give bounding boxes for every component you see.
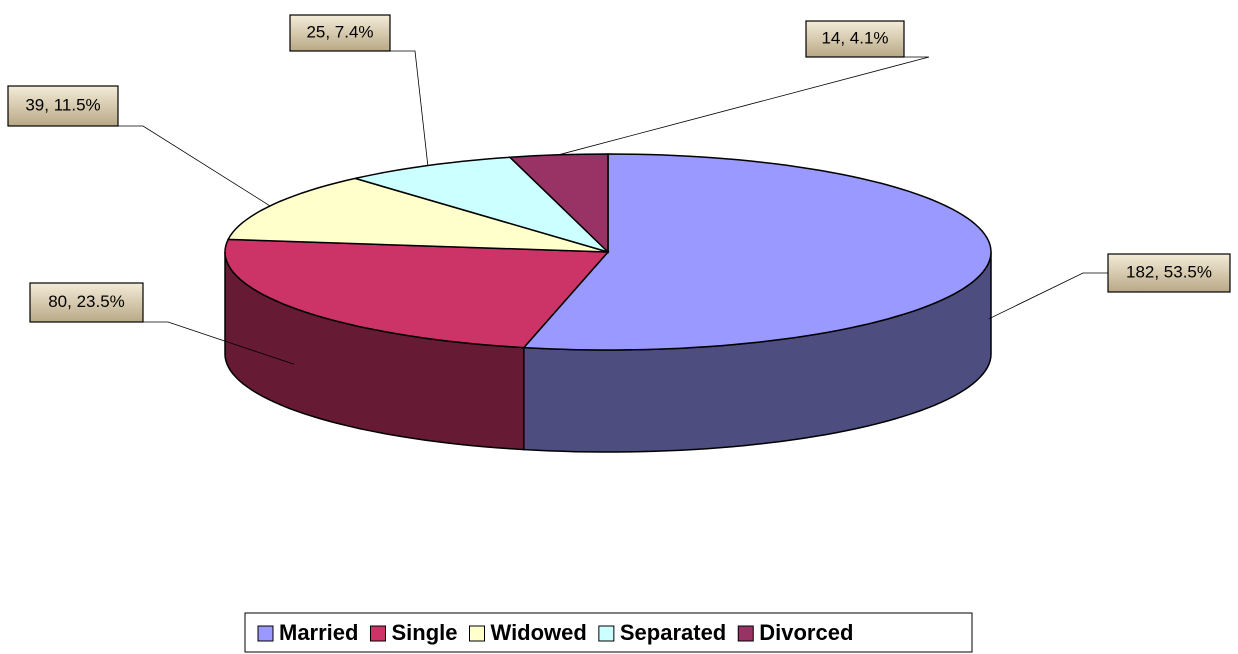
data-label-box xyxy=(289,14,391,52)
legend-label: Widowed xyxy=(491,620,587,645)
data-label: 39, 11.5% xyxy=(25,95,100,114)
legend-swatch xyxy=(598,625,615,642)
data-label: 25, 7.4% xyxy=(306,22,373,41)
leader-line xyxy=(988,272,1108,320)
legend-label: Divorced xyxy=(759,620,853,645)
leader-line xyxy=(143,321,295,365)
leader-line xyxy=(390,50,429,166)
leader-line xyxy=(118,125,271,207)
data-label-box xyxy=(1107,253,1231,293)
pie-slice xyxy=(224,238,610,349)
data-label-box xyxy=(29,282,144,323)
legend-swatch xyxy=(469,625,485,642)
legend-label: Married xyxy=(279,620,358,645)
legend-label: Single xyxy=(391,620,457,645)
legend-swatch xyxy=(257,625,274,642)
legend-swatch xyxy=(737,625,754,642)
data-label: 14, 4.1% xyxy=(821,28,888,47)
data-label-box xyxy=(805,20,905,58)
pie-slice xyxy=(522,153,992,351)
pie-slice xyxy=(226,177,609,253)
data-label: 80, 23.5% xyxy=(48,292,125,311)
legend-swatch xyxy=(369,625,386,642)
legend-label: Separated xyxy=(620,620,726,645)
leader-line xyxy=(558,56,930,156)
data-label: 182, 53.5% xyxy=(1126,262,1212,281)
data-label-box xyxy=(7,85,119,127)
